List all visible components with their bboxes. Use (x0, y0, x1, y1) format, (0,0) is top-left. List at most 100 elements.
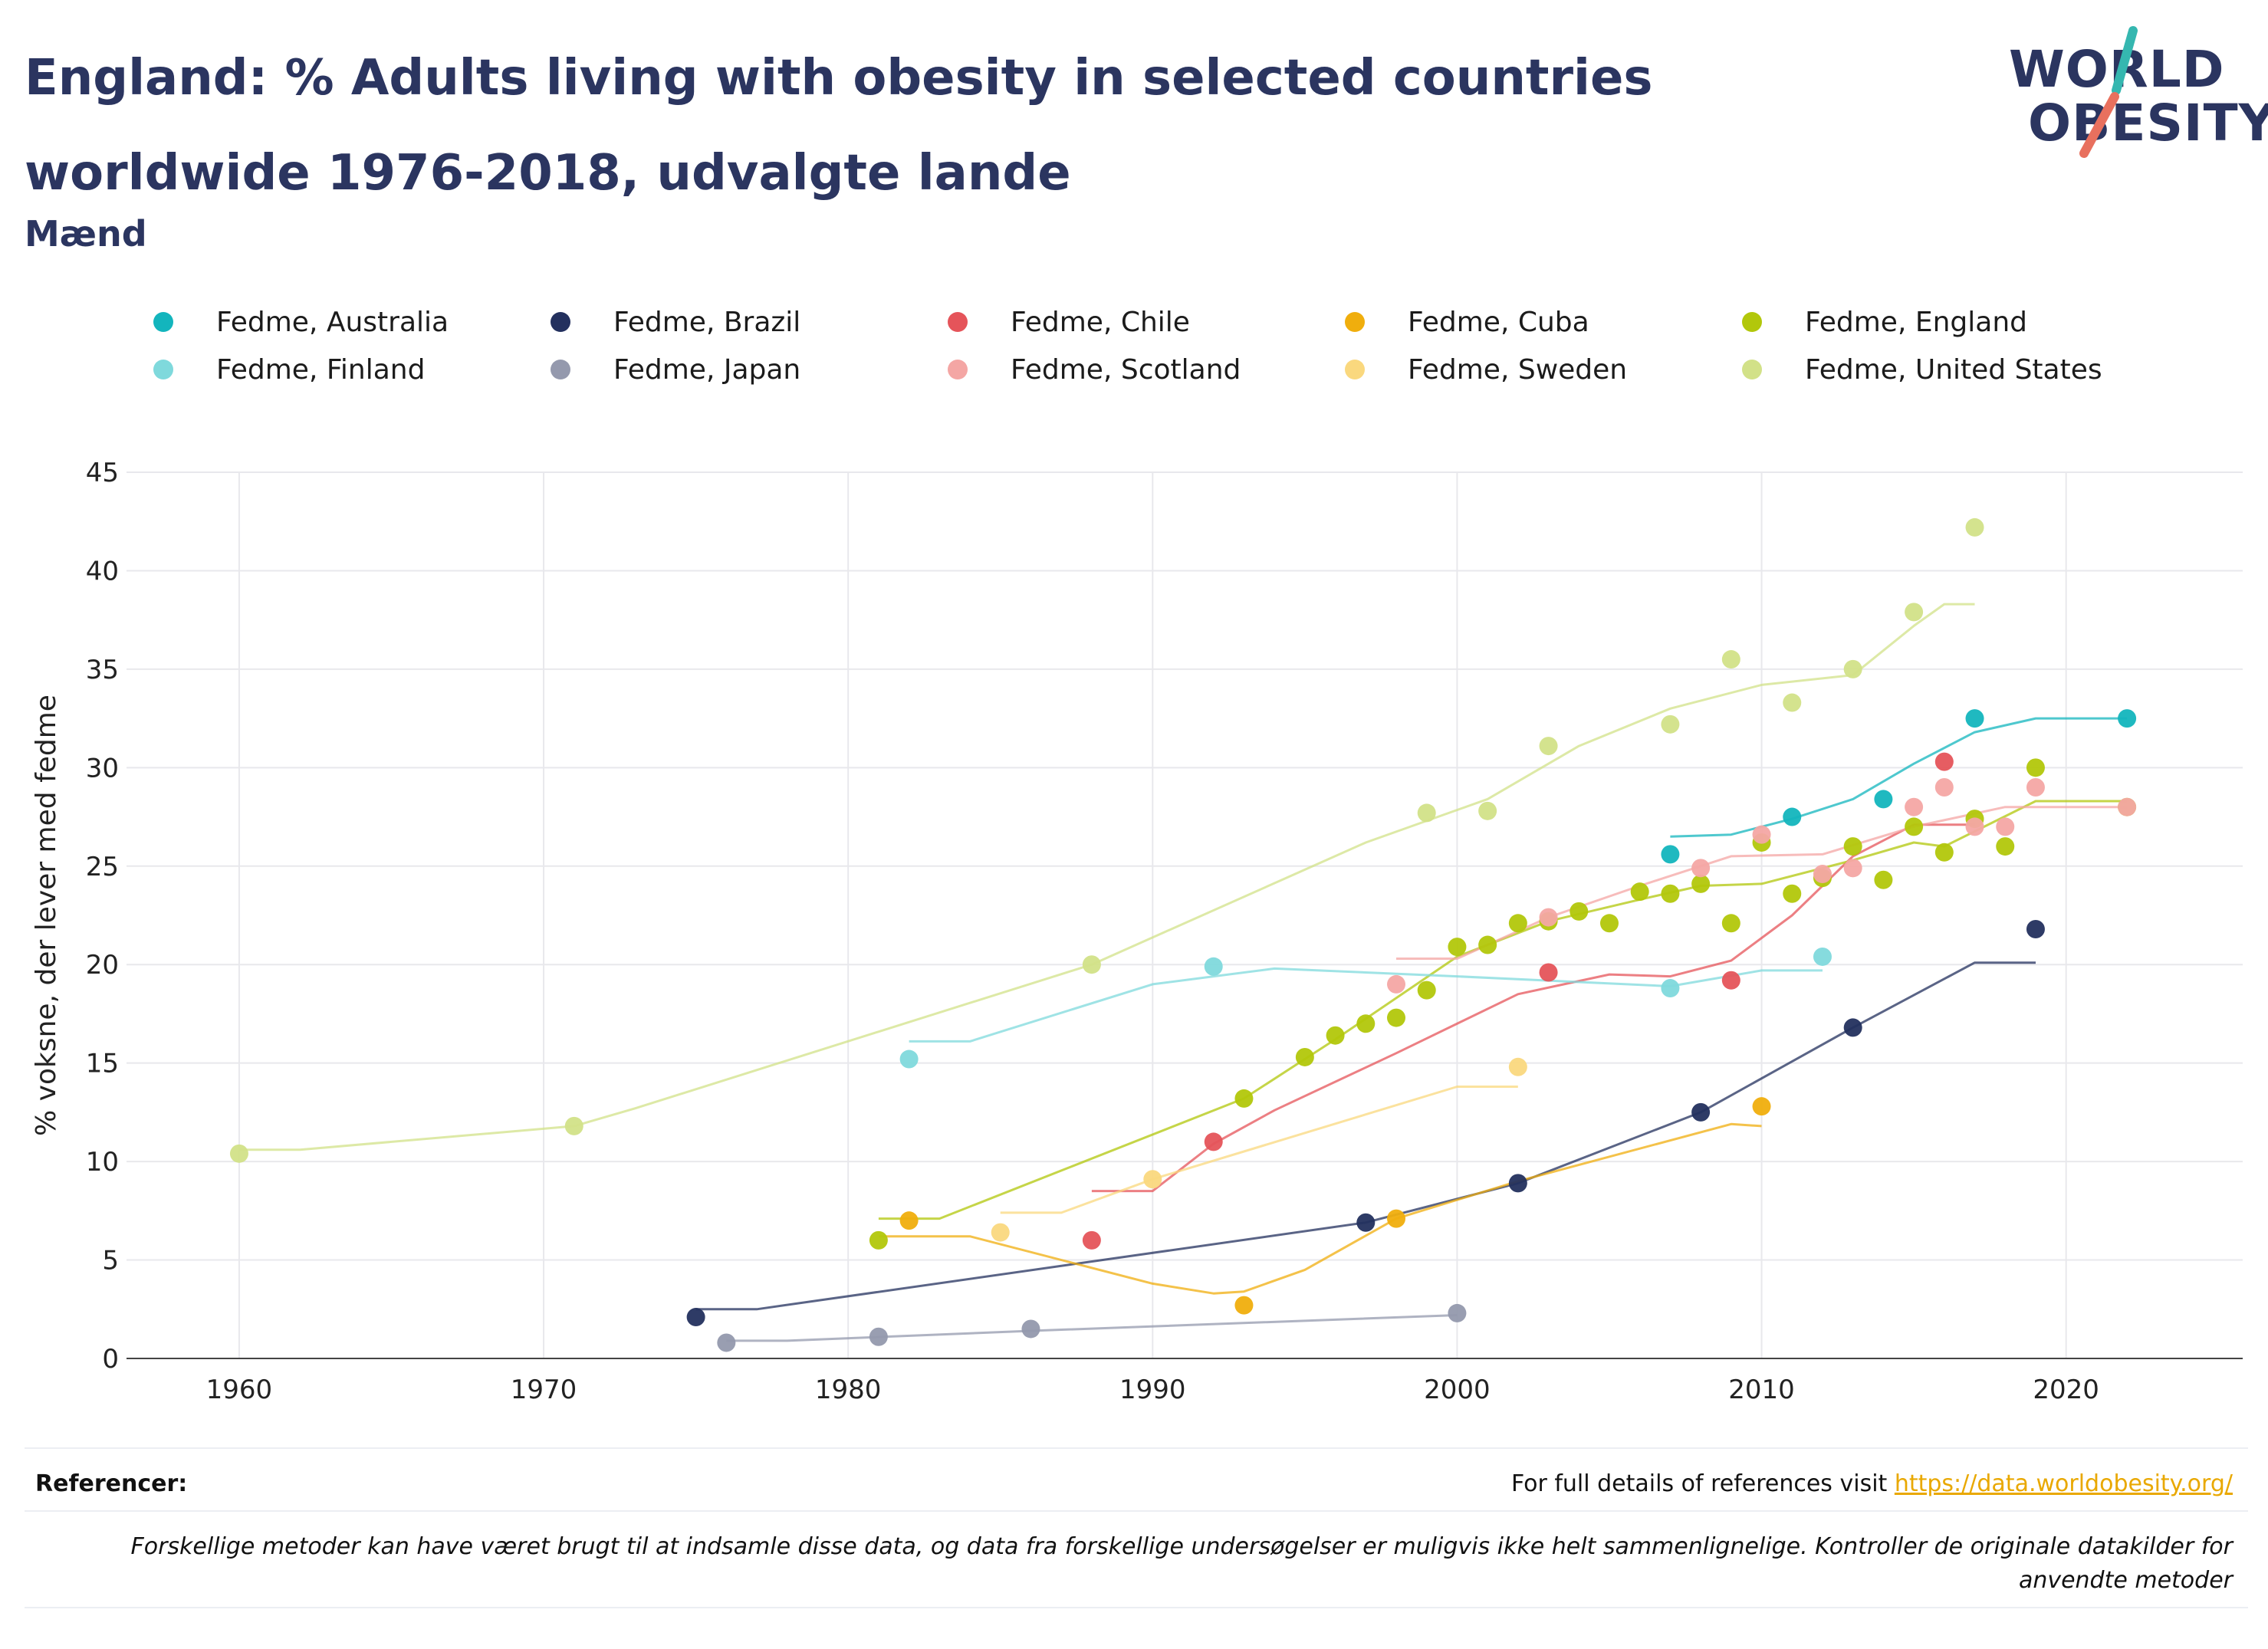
legend-item[interactable]: Fedme, Sweden (1345, 348, 1627, 391)
data-point (1752, 825, 1771, 844)
data-point (1417, 981, 1436, 1000)
data-point (2118, 797, 2137, 816)
legend-label: Fedme, Finland (216, 353, 426, 386)
data-point (1508, 1057, 1527, 1076)
data-point (1934, 778, 1954, 797)
data-point (1965, 517, 1984, 537)
footer-divider (25, 1447, 2248, 1449)
data-point (1021, 1319, 1040, 1339)
data-point (1965, 817, 1984, 836)
data-point (1539, 963, 1558, 982)
data-point (1965, 709, 1984, 728)
data-point (869, 1327, 888, 1346)
legend-marker (551, 360, 570, 379)
data-point (1570, 902, 1589, 921)
world-obesity-logo: WORLD OBESITY (1994, 23, 2268, 161)
data-point (1874, 790, 1893, 809)
data-point (1508, 914, 1527, 933)
data-point (1783, 884, 1802, 903)
logo-line-2: OBESITY (2028, 94, 2268, 153)
data-point (1448, 1303, 1467, 1322)
logo-slash-icon (2079, 26, 2138, 158)
footer-divider (25, 1510, 2248, 1512)
legend-marker (1742, 312, 1762, 332)
data-point (2118, 709, 2137, 728)
chart-subtitle: Mænd (25, 213, 147, 255)
legend-item[interactable]: Fedme, Japan (551, 348, 800, 391)
legend-item[interactable]: Fedme, United States (1742, 348, 2102, 391)
data-point (1843, 659, 1862, 678)
data-point (1661, 714, 1680, 734)
legend-marker (153, 360, 173, 379)
chart-legend: Fedme, Australia Fedme, Brazil Fedme, Chil… (153, 301, 2147, 408)
data-point (1082, 955, 1101, 974)
y-tick-label: 5 (102, 1246, 119, 1276)
y-tick-label: 15 (86, 1049, 119, 1079)
page-title: England: % Adults living with obesity in… (25, 50, 1653, 202)
data-point (899, 1211, 919, 1230)
data-point (869, 1230, 888, 1250)
legend-item[interactable]: Fedme, Finland (153, 348, 425, 391)
footer-divider (25, 1607, 2248, 1608)
data-point (1630, 882, 1649, 902)
data-point (2026, 758, 2045, 777)
legend-item[interactable]: Fedme, England (1742, 301, 2027, 343)
y-tick-label: 45 (86, 458, 119, 488)
x-tick-label: 1990 (1119, 1375, 1186, 1405)
data-point (1813, 947, 1832, 966)
x-tick-label: 1960 (206, 1375, 273, 1405)
data-point (1874, 870, 1893, 889)
data-point (1478, 935, 1497, 954)
data-point (1905, 797, 1924, 816)
data-point (564, 1116, 583, 1135)
data-point (717, 1333, 736, 1352)
legend-label: Fedme, Brazil (613, 306, 801, 338)
data-point (1387, 1209, 1405, 1228)
data-point (899, 1050, 919, 1069)
data-point (1448, 938, 1467, 957)
series-trend-line (909, 967, 1823, 1043)
legend-marker (153, 312, 173, 332)
y-tick-label: 40 (86, 556, 119, 586)
legend-marker (1742, 360, 1762, 379)
data-point (1843, 859, 1862, 878)
data-point (1843, 837, 1862, 856)
legend-label: Fedme, United States (1805, 353, 2102, 386)
data-point (1721, 971, 1740, 990)
data-point (229, 1144, 248, 1163)
y-tick-label: 0 (102, 1344, 119, 1375)
data-point (1691, 1102, 1711, 1122)
legend-marker (948, 360, 968, 379)
legend-item[interactable]: Fedme, Scotland (948, 348, 1241, 391)
data-point (2026, 919, 2045, 938)
legend-label: Fedme, Cuba (1408, 306, 1589, 338)
data-point (1691, 859, 1711, 878)
y-tick-label: 35 (86, 655, 119, 685)
legend-item[interactable]: Fedme, Cuba (1345, 301, 1589, 343)
series-trend-line (238, 603, 1975, 1151)
legend-label: Fedme, Sweden (1408, 353, 1628, 386)
data-point (2026, 778, 2045, 797)
data-point (1721, 650, 1740, 669)
data-point (1661, 884, 1680, 903)
x-tick-label: 2000 (1424, 1375, 1491, 1405)
legend-marker (1345, 312, 1365, 332)
references-link[interactable]: https://data.worldobesity.org/ (1894, 1470, 2233, 1497)
legend-item[interactable]: Fedme, Brazil (551, 301, 800, 343)
data-point (1934, 752, 1954, 771)
data-point (1356, 1014, 1376, 1033)
legend-item[interactable]: Fedme, Chile (948, 301, 1190, 343)
data-point (1326, 1026, 1345, 1045)
y-tick-label: 10 (86, 1147, 119, 1178)
data-point (1508, 1174, 1527, 1193)
data-point (1996, 837, 2015, 856)
data-point (1783, 693, 1802, 712)
data-point (1295, 1047, 1314, 1066)
legend-item[interactable]: Fedme, Australia (153, 301, 449, 343)
x-tick-label: 2020 (2033, 1375, 2099, 1405)
legend-marker (948, 312, 968, 332)
data-point (1387, 974, 1405, 994)
data-point (1539, 737, 1558, 756)
data-point (686, 1308, 705, 1327)
series-trend-line (878, 800, 2128, 1220)
